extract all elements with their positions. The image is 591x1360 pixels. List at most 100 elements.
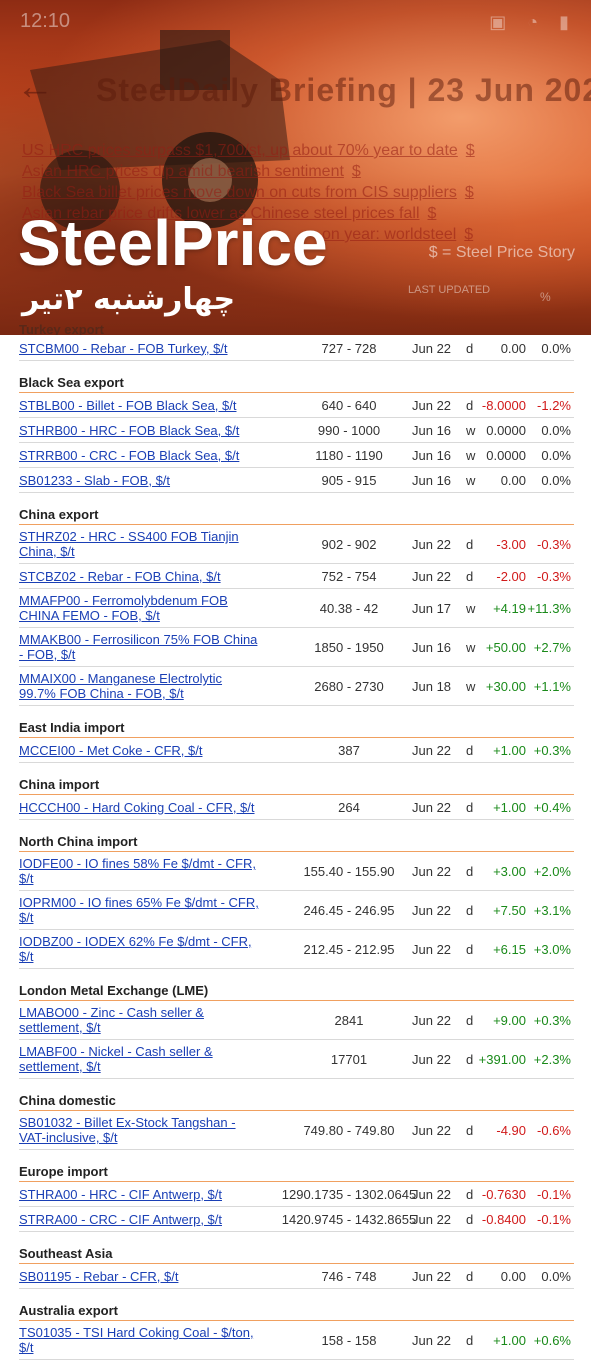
frequency: w <box>466 447 476 463</box>
frequency: d <box>466 340 474 356</box>
back-arrow-icon[interactable]: ← <box>16 66 54 108</box>
assessment-date: Jun 22 <box>412 1051 452 1067</box>
price-range: 905 - 915 <box>321 472 377 488</box>
status-time: 12:10 <box>20 10 71 32</box>
price-row: MMAFP00 - Ferromolybdenum FOB CHINA FEMO… <box>19 589 574 628</box>
price-range: 1850 - 1950 <box>314 639 384 655</box>
symbol-link[interactable]: MMAKB00 - Ferrosilicon 75% FOB China - F… <box>19 632 258 662</box>
symbol-link[interactable]: STCBZ02 - Rebar - FOB China, $/t <box>19 568 221 584</box>
frequency: w <box>466 639 476 655</box>
frequency: d <box>466 536 474 552</box>
price-row: STBLB00 - Billet - FOB Black Sea, $/t 640… <box>19 393 574 418</box>
symbol-link[interactable]: IODFE00 - IO fines 58% Fe $/dmt - CFR, $… <box>19 856 256 886</box>
brand-title: SteelPrice <box>18 207 328 279</box>
section-header: London Metal Exchange (LME) <box>19 975 574 1001</box>
change-value: +50.00 <box>485 639 526 655</box>
symbol-link[interactable]: TS01035 - TSI Hard Coking Coal - $/ton, … <box>19 1325 254 1355</box>
ghost-title: SteelDaily Briefing | 23 Jun 2021 <box>96 72 591 108</box>
ghost-headline[interactable]: Asian rebar price drifts lower as Chines… <box>22 205 437 222</box>
status-bar: 12:10 ▣ ◔ ▮ <box>0 6 591 34</box>
change-value: -0.7630 <box>481 1186 526 1202</box>
change-value: +30.00 <box>485 678 526 694</box>
symbol-link[interactable]: LMABF00 - Nickel - Cash seller & settlem… <box>19 1044 213 1074</box>
assessment-date: Jun 22 <box>412 941 452 957</box>
frequency: d <box>466 1186 474 1202</box>
assessment-date: Jun 22 <box>412 1332 452 1348</box>
symbol-link[interactable]: MMAIX00 - Manganese Electrolytic 99.7% F… <box>19 671 223 701</box>
symbol-link[interactable]: IODBZ00 - IODEX 62% Fe $/dmt - CFR, $/t <box>19 934 252 964</box>
symbol-link[interactable]: LMABO00 - Zinc - Cash seller & settlemen… <box>19 1005 204 1035</box>
change-value: +6.15 <box>493 941 526 957</box>
price-row: MCCEI00 - Met Coke - CFR, $/t 387 Jun 22 d +… <box>19 738 574 763</box>
change-value: 0.0000 <box>486 447 526 463</box>
symbol-link[interactable]: SB01233 - Slab - FOB, $/t <box>19 472 171 488</box>
symbol-link[interactable]: STRRB00 - CRC - FOB Black Sea, $/t <box>19 447 240 463</box>
change-percent: +0.3% <box>533 742 571 758</box>
symbol-link[interactable]: STBLB00 - Billet - FOB Black Sea, $/t <box>19 397 237 413</box>
ghost-headline[interactable]: on year: worldsteel $ <box>322 226 474 243</box>
symbol-link[interactable]: STHRB00 - HRC - FOB Black Sea, $/t <box>19 422 240 438</box>
price-row: IOPRM00 - IO fines 65% Fe $/dmt - CFR, $… <box>19 891 574 930</box>
symbol-link[interactable]: MMAFP00 - Ferromolybdenum FOB CHINA FEMO… <box>19 593 228 623</box>
frequency: d <box>466 863 474 879</box>
status-icons: ▣ ◔ ▮ <box>489 12 577 32</box>
change-value: 0.00 <box>500 340 526 356</box>
frequency: d <box>466 902 474 918</box>
ghost-headline[interactable]: Asian HRC prices dip amid bearish sentim… <box>22 163 361 180</box>
price-row: STRRA00 - CRC - CIF Antwerp, $/t 1420.974… <box>19 1207 574 1232</box>
symbol-link[interactable]: SB01032 - Billet Ex-Stock Tangshan - VAT… <box>19 1115 236 1145</box>
section-header: China import <box>19 769 574 795</box>
change-value: -3.00 <box>496 536 526 552</box>
assessment-date: Jun 22 <box>412 536 452 552</box>
change-percent: -0.3% <box>537 568 571 584</box>
assessment-date: Jun 22 <box>412 340 452 356</box>
price-row: HCCCH00 - Hard Coking Coal - CFR, $/t 264… <box>19 795 574 820</box>
assessment-date: Jun 22 <box>412 568 452 584</box>
change-value: -4.90 <box>496 1122 526 1138</box>
price-row: IODBZ00 - IODEX 62% Fe $/dmt - CFR, $/t 2… <box>19 930 574 969</box>
assessment-date: Jun 22 <box>412 1122 452 1138</box>
price-row: LMABO00 - Zinc - Cash seller & settlemen… <box>19 1001 574 1040</box>
frequency: w <box>466 422 476 438</box>
change-percent: +0.4% <box>533 799 571 815</box>
change-percent: +3.0% <box>533 941 571 957</box>
symbol-link[interactable]: STHRA00 - HRC - CIF Antwerp, $/t <box>19 1186 222 1202</box>
change-percent: -0.3% <box>537 536 571 552</box>
change-value: 0.0000 <box>486 422 526 438</box>
assessment-date: Jun 22 <box>412 902 452 918</box>
symbol-link[interactable]: STHRZ02 - HRC - SS400 FOB Tianjin China,… <box>19 529 239 559</box>
change-percent: 0.0% <box>541 472 571 488</box>
ghost-headline[interactable]: Black Sea billet prices move down on cut… <box>22 184 474 201</box>
section-header: China domestic <box>19 1085 574 1111</box>
section-header-turkey-export: Turkey export <box>19 322 105 335</box>
price-range: 1180 - 1190 <box>315 447 383 463</box>
frequency: w <box>466 472 476 488</box>
frequency: w <box>466 600 476 616</box>
frequency: d <box>466 1211 474 1227</box>
frequency: w <box>466 678 476 694</box>
change-percent: 0.0% <box>541 340 571 356</box>
symbol-link[interactable]: MCCEI00 - Met Coke - CFR, $/t <box>19 742 203 758</box>
price-row: SB01195 - Rebar - CFR, $/t 746 - 748 Jun 2… <box>19 1264 574 1289</box>
change-value: -8.0000 <box>481 397 526 413</box>
symbol-link[interactable]: SB01195 - Rebar - CFR, $/t <box>19 1268 179 1284</box>
frequency: d <box>466 742 474 758</box>
change-value: +391.00 <box>478 1051 526 1067</box>
ghost-headline[interactable]: US HRC prices surpass $1,700/st, up abou… <box>22 142 475 159</box>
symbol-link[interactable]: IOPRM00 - IO fines 65% Fe $/dmt - CFR, $… <box>19 895 259 925</box>
price-row: MMAIX00 - Manganese Electrolytic 99.7% F… <box>19 667 574 706</box>
mining-truck-image <box>30 30 290 230</box>
change-percent: +0.3% <box>533 1012 571 1028</box>
price-range: 264 <box>338 799 360 815</box>
change-percent: +11.3% <box>527 600 572 616</box>
price-range: 17701 <box>330 1051 368 1067</box>
price-row: SB01032 - Billet Ex-Stock Tangshan - VAT… <box>19 1111 574 1150</box>
change-percent: -1.2% <box>537 397 571 413</box>
symbol-link[interactable]: STRRA00 - CRC - CIF Antwerp, $/t <box>19 1211 222 1227</box>
price-range: 640 - 640 <box>321 397 377 413</box>
ghost-column-header: LAST UPDATED <box>408 284 491 296</box>
symbol-link[interactable]: HCCCH00 - Hard Coking Coal - CFR, $/t <box>19 799 255 815</box>
symbol-link[interactable]: STCBM00 - Rebar - FOB Turkey, $/t <box>19 340 228 356</box>
assessment-date: Jun 16 <box>412 639 452 655</box>
section-header: Black Sea export <box>19 367 574 393</box>
